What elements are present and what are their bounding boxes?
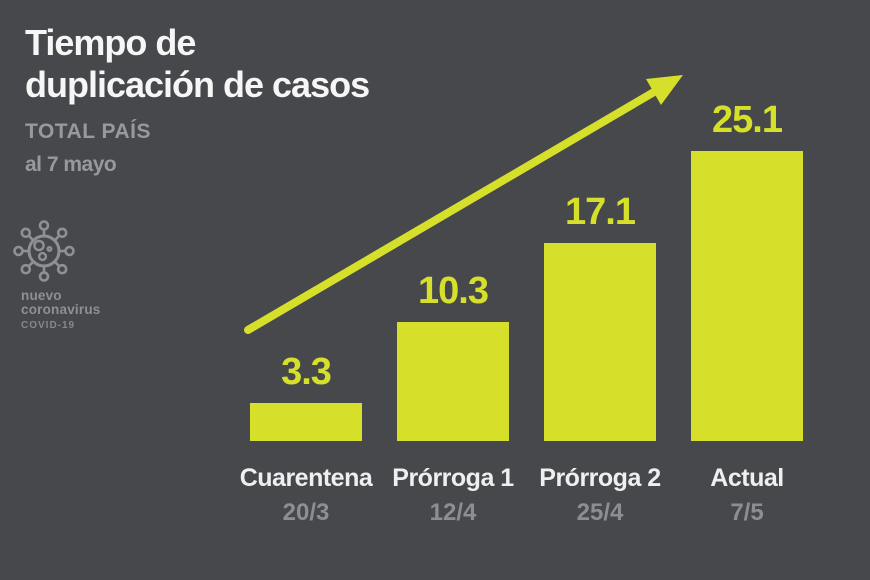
bar-4 <box>691 151 803 441</box>
bar-category-label: Cuarentena <box>239 464 373 492</box>
page-title-line-1: Tiempo de <box>25 22 196 63</box>
brand-name: nuevo coronavirus <box>21 289 100 317</box>
bar-value-label: 3.3 <box>281 351 332 393</box>
brand-sub-label: COVID-19 <box>21 320 76 331</box>
chart-subtitle: TOTAL PAÍS <box>25 120 151 143</box>
as-of-date: al 7 mayo <box>25 153 117 176</box>
bar-value-label: 25.1 <box>712 99 783 141</box>
bar-category-label: Prórroga 2 <box>539 464 661 492</box>
bar-date-label: 25/4 <box>576 499 624 526</box>
bar-value-label: 10.3 <box>418 270 489 312</box>
page-title: Tiempo de duplicación de casos <box>25 22 370 106</box>
bar-category-label: Prórroga 1 <box>392 464 514 492</box>
bar-date-label: 7/5 <box>730 499 764 526</box>
bar-value-label: 17.1 <box>565 191 636 233</box>
bar-1 <box>250 403 362 441</box>
bar-date-label: 12/4 <box>429 499 477 526</box>
bar-3 <box>544 243 656 441</box>
brand-name-line-1: nuevo <box>21 288 62 303</box>
coronavirus-icon <box>8 215 80 287</box>
bar-date-label: 20/3 <box>282 499 330 526</box>
brand-name-line-2: coronavirus <box>21 302 101 317</box>
bar-2 <box>397 322 509 441</box>
page-title-line-2: duplicación de casos <box>25 64 370 105</box>
bar-category-label: Actual <box>710 464 784 492</box>
